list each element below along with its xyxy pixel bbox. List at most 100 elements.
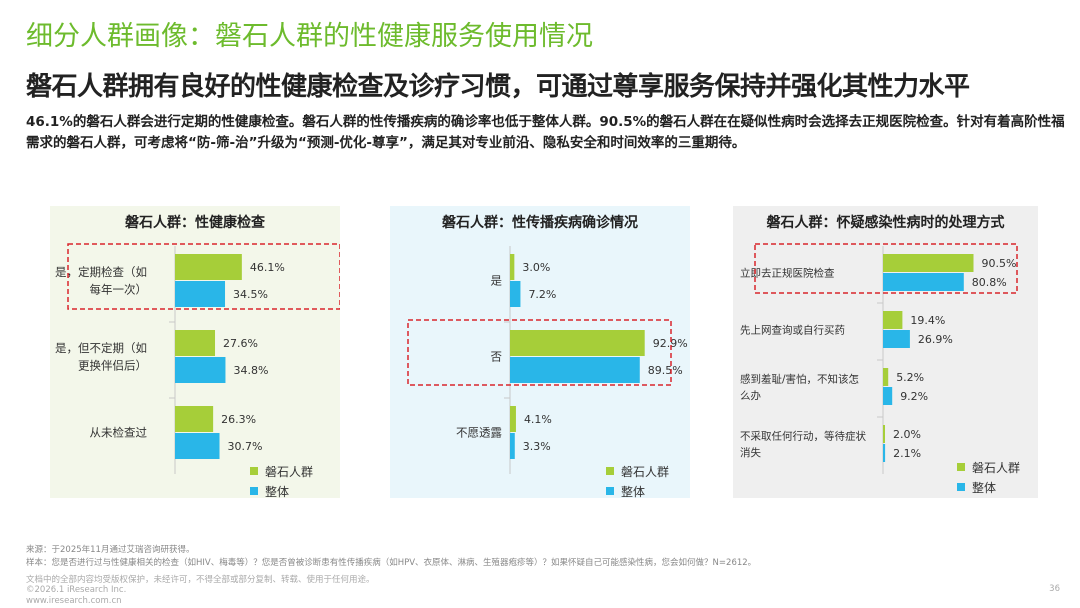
page-title: 细分人群画像：磐石人群的性健康服务使用情况 bbox=[26, 21, 593, 52]
legend-item-overall: 整体 bbox=[250, 482, 313, 500]
chart-panel-std-diagnosis: 3.0% 7.2% 是 92.9% 89.5% 否 4.1% 3.3% 不愿透露 磐石人群：性传… bbox=[390, 206, 690, 499]
legend-item-segment: 磐石人群 bbox=[957, 458, 1020, 476]
data-label-overall: 34.8% bbox=[233, 364, 268, 377]
category-label: 立即去正规医院检查 bbox=[740, 267, 835, 280]
footer-website: www.iresearch.com.cn bbox=[26, 596, 122, 606]
category-label-line: 是，定期检查（如 bbox=[55, 265, 147, 279]
bar-segment bbox=[883, 368, 889, 386]
category-label-line: 从未检查过 bbox=[90, 426, 148, 440]
highlight-box bbox=[407, 319, 672, 386]
category-label: 感到羞耻/害怕，不知该怎么办 bbox=[740, 372, 859, 402]
legend-label-overall: 整体 bbox=[265, 484, 290, 499]
category-label-line: 立即去正规医院检查 bbox=[740, 267, 835, 280]
legend-swatch-segment bbox=[606, 467, 614, 475]
category-label-line: 消失 bbox=[740, 446, 761, 459]
bar-segment bbox=[175, 406, 214, 432]
legend-label-segment: 磐石人群 bbox=[621, 464, 670, 479]
chart-svg: 46.1% 34.5% 是，定期检查（如每年一次） 27.6% 34.8% 是，但不定期（… bbox=[50, 206, 340, 498]
legend-item-overall: 整体 bbox=[606, 482, 669, 500]
category-label: 先上网查询或自行买药 bbox=[740, 324, 845, 337]
bar-overall bbox=[883, 273, 964, 291]
data-label-segment: 4.1% bbox=[524, 413, 552, 426]
bar-segment bbox=[175, 330, 216, 356]
bar-segment bbox=[883, 425, 885, 443]
data-label-overall: 7.2% bbox=[528, 288, 556, 301]
category-label-line: 不采取任何行动，等待症状 bbox=[740, 429, 866, 442]
category-label: 从未检查过 bbox=[90, 426, 148, 440]
footer-source: 来源：于2025年11月通过艾瑞咨询研获得。 bbox=[26, 545, 195, 555]
chart-title: 磐石人群：性传播疾病确诊情况 bbox=[442, 215, 638, 231]
footer-sample: 样本：您是否进行过与性健康相关的检查（如HIV、梅毒等）？您是否曾被诊断患有性传… bbox=[26, 558, 757, 568]
legend-label-segment: 磐石人群 bbox=[972, 460, 1021, 475]
highlight-box bbox=[67, 243, 340, 310]
data-label-overall: 89.5% bbox=[648, 364, 683, 377]
data-label-segment: 3.0% bbox=[522, 261, 550, 274]
data-label-overall: 2.1% bbox=[893, 447, 921, 460]
page-subtitle: 磐石人群拥有良好的性健康检查及诊疗习惯，可通过尊享服务保持并强化其性力水平 bbox=[26, 72, 970, 102]
page-number: 36 bbox=[1049, 584, 1060, 594]
data-label-overall: 26.9% bbox=[918, 333, 953, 346]
chart-panel-suspected-infection: 90.5% 80.8% 立即去正规医院检查 19.4% 26.9% 先上网查询或自行买药 5… bbox=[733, 206, 1038, 498]
bar-segment bbox=[883, 254, 974, 272]
bar-segment bbox=[175, 254, 242, 280]
category-label: 否 bbox=[491, 350, 503, 364]
highlight-box bbox=[754, 243, 1018, 294]
category-label: 不愿透露 bbox=[456, 426, 502, 440]
category-label-line: 每年一次） bbox=[90, 282, 148, 296]
category-label: 不采取任何行动，等待症状消失 bbox=[740, 429, 866, 459]
bar-overall bbox=[510, 281, 521, 307]
data-label-overall: 34.5% bbox=[233, 288, 268, 301]
data-label-segment: 5.2% bbox=[896, 371, 924, 384]
data-label-overall: 30.7% bbox=[228, 440, 263, 453]
bar-segment bbox=[510, 406, 516, 432]
data-label-segment: 27.6% bbox=[223, 337, 258, 350]
bar-overall bbox=[175, 281, 226, 307]
legend-label-overall: 整体 bbox=[972, 480, 997, 495]
chart-legend: 磐石人群 整体 bbox=[957, 458, 1020, 498]
category-label: 是，但不定期（如更换伴侣后） bbox=[55, 341, 147, 373]
chart-legend: 磐石人群 整体 bbox=[606, 462, 669, 502]
legend-swatch-overall bbox=[957, 483, 965, 491]
data-label-overall: 9.2% bbox=[900, 390, 928, 403]
data-label-segment: 46.1% bbox=[250, 261, 285, 274]
bar-overall bbox=[175, 357, 226, 383]
category-label-line: 否 bbox=[491, 350, 503, 364]
page-description: 46.1%的磐石人群会进行定期的性健康检查。磐石人群的性传播疾病的确诊率也低于整… bbox=[26, 114, 1065, 151]
data-label-segment: 19.4% bbox=[910, 314, 945, 327]
panel-background bbox=[733, 206, 1038, 498]
data-label-overall: 80.8% bbox=[972, 276, 1007, 289]
legend-label-overall: 整体 bbox=[621, 484, 646, 499]
legend-item-overall: 整体 bbox=[957, 478, 1020, 496]
bar-overall bbox=[510, 357, 640, 383]
bar-segment bbox=[510, 254, 515, 280]
chart-svg: 3.0% 7.2% 是 92.9% 89.5% 否 4.1% 3.3% 不愿透露 bbox=[390, 206, 690, 498]
bar-overall bbox=[510, 433, 515, 459]
category-label-line: 感到羞耻/害怕，不知该怎 bbox=[740, 372, 859, 385]
category-label-line: 是 bbox=[491, 274, 503, 288]
footer-copyright: 文档中的全部内容均受版权保护，未经许可，不得全部或部分复制、转载、使用于任何用途… bbox=[26, 575, 375, 585]
category-label-line: 是，但不定期（如 bbox=[55, 341, 147, 355]
chart-title: 磐石人群：性健康检查 bbox=[125, 215, 265, 231]
category-label-line: 么办 bbox=[740, 389, 761, 402]
category-label-line: 不愿透露 bbox=[456, 426, 502, 440]
bar-segment bbox=[883, 311, 903, 329]
legend-item-segment: 磐石人群 bbox=[250, 462, 313, 480]
legend-swatch-overall bbox=[250, 487, 258, 495]
legend-swatch-segment bbox=[250, 467, 258, 475]
bar-segment bbox=[510, 330, 645, 356]
chart-legend: 磐石人群 整体 bbox=[250, 462, 313, 502]
legend-item-segment: 磐石人群 bbox=[606, 462, 669, 480]
legend-label-segment: 磐石人群 bbox=[265, 464, 314, 479]
category-label-line: 更换伴侣后） bbox=[78, 358, 147, 372]
chart-svg: 90.5% 80.8% 立即去正规医院检查 19.4% 26.9% 先上网查询或自行买药 5… bbox=[733, 206, 1038, 498]
data-label-overall: 3.3% bbox=[523, 440, 551, 453]
data-label-segment: 2.0% bbox=[893, 428, 921, 441]
chart-panel-health-check: 46.1% 34.5% 是，定期检查（如每年一次） 27.6% 34.8% 是，但不定期（… bbox=[50, 206, 340, 499]
bar-overall bbox=[175, 433, 220, 459]
footer-company: ©2026.1 iResearch Inc. bbox=[26, 585, 127, 595]
legend-swatch-overall bbox=[606, 487, 614, 495]
data-label-segment: 92.9% bbox=[653, 337, 688, 350]
chart-title: 磐石人群：怀疑感染性病时的处理方式 bbox=[766, 215, 1005, 231]
bar-overall bbox=[883, 387, 893, 405]
category-label: 是，定期检查（如每年一次） bbox=[55, 265, 147, 297]
